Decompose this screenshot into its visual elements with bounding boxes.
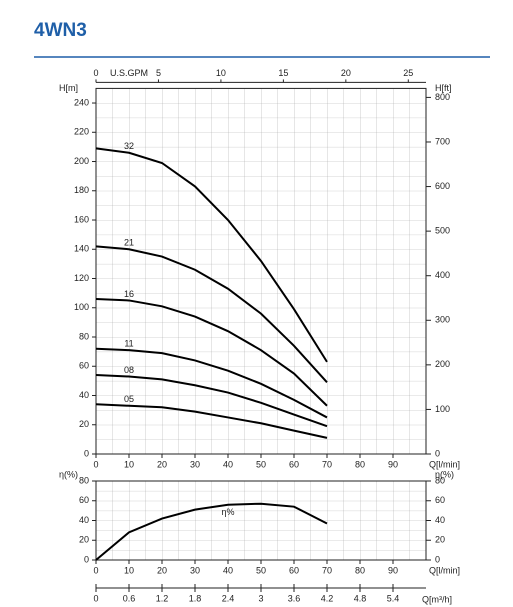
y2-tick-label: 800 [435,92,450,102]
x2-axis-label: U.S.GPM [110,68,148,78]
x3-tick-label: 1.8 [189,593,202,603]
curve-label: 21 [124,238,134,248]
x-tick-label: 10 [124,565,134,575]
x-tick-label: 80 [355,565,365,575]
y-tick-label: 40 [79,515,89,525]
x-tick-label: 50 [256,565,266,575]
x-tick-label: 60 [289,459,299,469]
y-tick-label: 80 [79,331,89,341]
x-tick-label: 90 [388,565,398,575]
x-tick-label: 20 [157,565,167,575]
y-tick-label: 120 [74,273,89,283]
y2-tick-label: 300 [435,315,450,325]
y-tick-label: 60 [79,495,89,505]
x3-tick-label: 3 [258,593,263,603]
x-tick-label: 20 [157,459,167,469]
x-axis-label: Q[l/min] [429,459,460,469]
y2-tick-label: 700 [435,136,450,146]
y2-tick-label: 20 [435,535,445,545]
curve [95,403,328,439]
y2-axis-label: H[ft] [435,83,452,93]
x-tick-label: 0 [93,565,98,575]
y2-tick-label: 0 [435,554,440,564]
y-axis-label: η(%) [59,469,78,479]
y2-tick-label: 500 [435,226,450,236]
y-tick-label: 20 [79,535,89,545]
y-tick-label: 20 [79,419,89,429]
y2-tick-label: 400 [435,270,450,280]
x-tick-label: 30 [190,565,200,575]
grid [96,481,426,560]
curve-label: η% [221,507,234,517]
y-tick-label: 180 [74,185,89,195]
y2-tick-label: 200 [435,359,450,369]
curve [95,147,328,363]
x2-tick-label: 25 [403,68,413,78]
x3-tick-label: 1.2 [156,593,169,603]
y2-tick-label: 100 [435,404,450,414]
y2-tick-label: 0 [435,448,440,458]
x2-tick-label: 5 [156,68,161,78]
y-tick-label: 80 [79,475,89,485]
curve [95,245,328,384]
curve-label: 05 [124,394,134,404]
x-tick-label: 40 [223,459,233,469]
x2-tick-label: 15 [278,68,288,78]
y2-tick-label: 80 [435,475,445,485]
y-tick-label: 40 [79,390,89,400]
x-tick-label: 0 [93,459,98,469]
curve-label: 32 [124,141,134,151]
y-tick-label: 60 [79,361,89,371]
x-tick-label: 70 [322,459,332,469]
y2-axis-label: η(%) [435,469,454,479]
x-tick-label: 40 [223,565,233,575]
curve-label: 16 [124,289,134,299]
x-tick-label: 90 [388,459,398,469]
y-tick-label: 200 [74,156,89,166]
x-tick-label: 50 [256,459,266,469]
x-tick-label: 60 [289,565,299,575]
y-tick-label: 220 [74,127,89,137]
y-axis-label: H[m] [59,83,78,93]
y-tick-label: 160 [74,214,89,224]
y-tick-label: 0 [84,554,89,564]
x3-tick-label: 4.2 [321,593,334,603]
curve [95,347,328,419]
y2-tick-label: 600 [435,181,450,191]
x-tick-label: 10 [124,459,134,469]
x3-tick-label: 5.4 [387,593,400,603]
curve-label: 11 [124,339,133,349]
y2-tick-label: 40 [435,515,445,525]
page-title: 4WN3 [34,20,87,41]
y-tick-label: 100 [74,302,89,312]
y2-tick-label: 60 [435,495,445,505]
x-tick-label: 30 [190,459,200,469]
curve [95,297,328,407]
y-tick-label: 140 [74,244,89,254]
x3-tick-label: 0 [93,593,98,603]
curve-label: 08 [124,365,134,375]
grid [96,88,426,455]
x2-tick-label: 20 [341,68,351,78]
x3-tick-label: 0.6 [123,593,136,603]
y-tick-label: 240 [74,97,89,107]
x2-tick-label: 10 [216,68,226,78]
x-axis-label: Q[l/min] [429,565,460,575]
x3-tick-label: 4.8 [354,593,367,603]
curve [95,374,328,428]
x2-tick-label: 0 [93,68,98,78]
x-tick-label: 80 [355,459,365,469]
x3-axis-label: Q[m³/h] [422,594,452,604]
x-tick-label: 70 [322,565,332,575]
curve [95,502,328,561]
x3-tick-label: 3.6 [288,593,301,603]
x3-tick-label: 2.4 [222,593,235,603]
y-tick-label: 0 [84,448,89,458]
